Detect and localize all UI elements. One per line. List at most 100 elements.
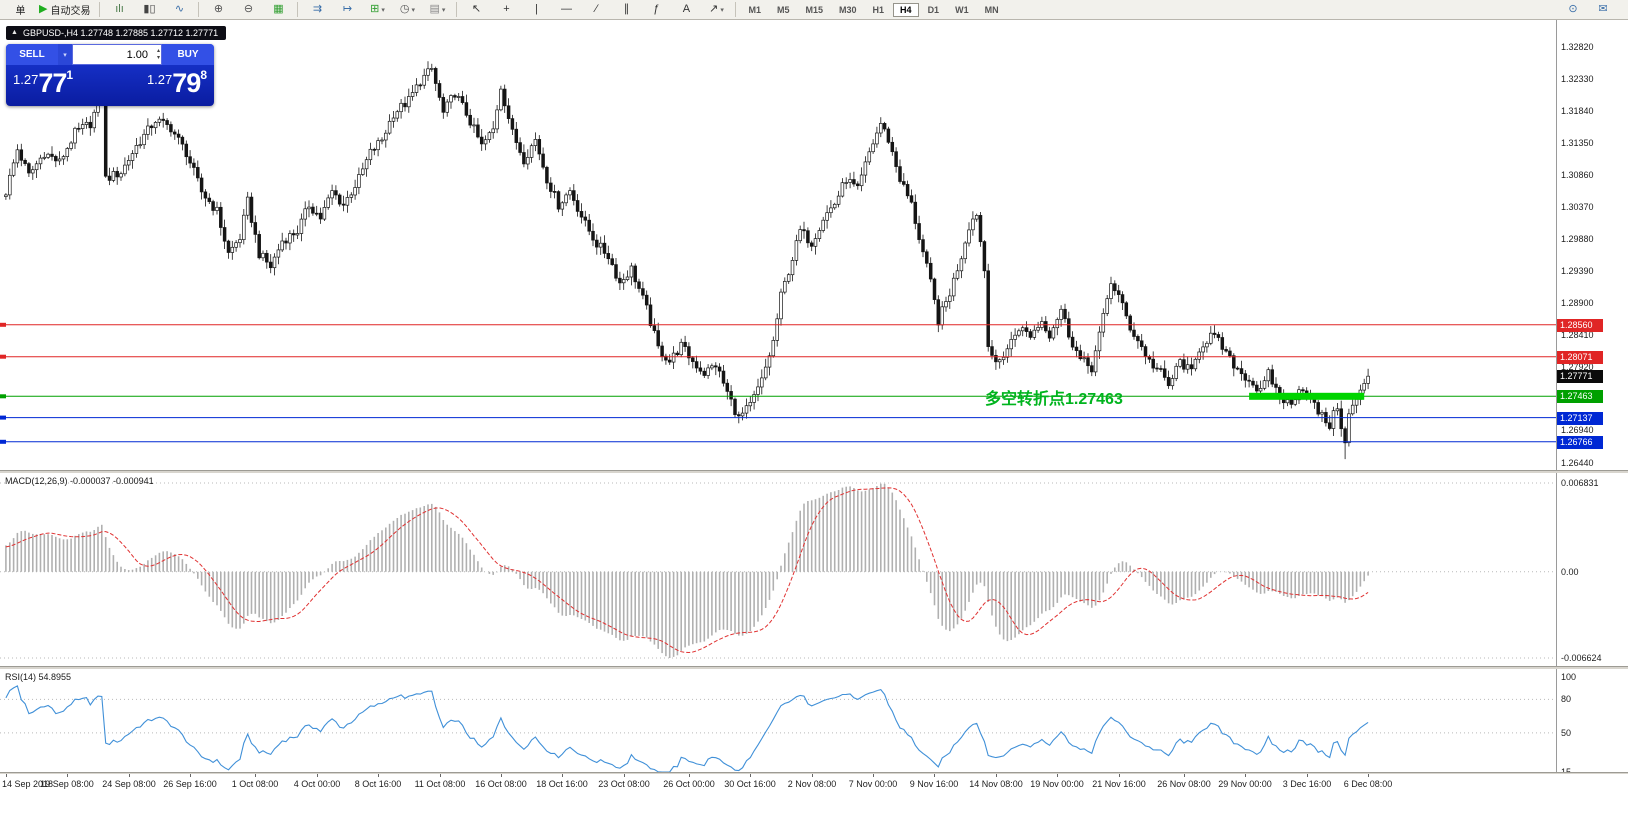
timeframe-m30-button[interactable]: M30 <box>839 4 857 15</box>
chart-title-strip: ▲ GBPUSD-,H4 1.27748 1.27885 1.27712 1.2… <box>6 26 227 40</box>
chat-icon[interactable]: ✉ <box>1598 3 1608 15</box>
one-click-collapse-icon[interactable]: ▲ <box>11 29 18 36</box>
buy-price-big: 79 <box>172 68 201 98</box>
time-axis-label: 30 Oct 16:00 <box>724 779 776 789</box>
timeframe-h1-button[interactable]: H1 <box>872 4 885 15</box>
price-tick: 1.32820 <box>1561 42 1594 52</box>
line-chart-icon[interactable]: ∿ <box>174 3 185 15</box>
chart-shift-icon[interactable]: ↦ <box>342 3 353 15</box>
price-tick: 1.30860 <box>1561 170 1594 180</box>
volume-decrease-button[interactable]: ▾ <box>156 54 160 61</box>
timeframe-mn-button[interactable]: MN <box>984 4 999 15</box>
timeframe-m1-button[interactable]: M1 <box>748 4 761 15</box>
periods-icon[interactable]: ◷ ▾ <box>399 3 416 15</box>
time-axis-tick <box>190 774 191 777</box>
level-price-box: 1.27137 <box>1557 412 1603 425</box>
price-tick: 1.29880 <box>1561 234 1594 244</box>
chart-ohlc-title: GBPUSD-,H4 1.27748 1.27885 1.27712 1.277… <box>22 28 219 38</box>
time-axis-tick <box>689 774 690 777</box>
rsi-chart-canvas[interactable] <box>0 669 1556 772</box>
time-axis-tick <box>67 774 68 777</box>
time-axis-tick <box>812 774 813 777</box>
time-axis-label: 26 Nov 08:00 <box>1157 779 1211 789</box>
timeframe-w1-button[interactable]: W1 <box>955 4 969 15</box>
macd-tick: -0.006624 <box>1561 653 1602 663</box>
time-axis[interactable]: 14 Sep 2018 19 Sep 08:00 24 Sep 08:00 26 Se… <box>0 774 1628 794</box>
order-type-dropdown[interactable]: ▾ <box>58 44 72 65</box>
macd-histogram <box>5 483 1369 658</box>
time-axis-label: 19 Nov 00:00 <box>1030 779 1084 789</box>
time-axis-tick <box>1057 774 1058 777</box>
horizontal-line-icon[interactable]: — <box>560 3 572 15</box>
price-tick: 1.29390 <box>1561 266 1594 276</box>
zoom-out-icon[interactable]: ⊖ <box>243 3 254 15</box>
time-axis-label: 19 Sep 08:00 <box>40 779 94 789</box>
vertical-line-icon[interactable]: | <box>535 3 538 15</box>
time-axis-tick <box>873 774 874 777</box>
rsi-tick: 80 <box>1561 694 1572 704</box>
macd-pane: 0.006831 0.00 -0.006624 MACD(12,26,9) -0.0… <box>0 473 1628 666</box>
level-price-box: 1.26766 <box>1557 436 1603 449</box>
magnifier-icon[interactable]: ⊙ <box>1568 3 1578 15</box>
timeframe-h4-button[interactable]: H4 <box>893 2 919 17</box>
macd-chart-canvas[interactable] <box>0 473 1556 666</box>
time-axis-label: 6 Dec 08:00 <box>1343 779 1393 789</box>
buy-button[interactable]: BUY <box>162 44 214 65</box>
tile-windows-icon[interactable]: ▦ <box>273 3 284 15</box>
timeframe-m15-button[interactable]: M15 <box>805 4 824 15</box>
new-order-button[interactable]: 单 <box>15 6 26 17</box>
pane-divider[interactable] <box>0 470 1628 473</box>
sell-price[interactable]: 1.27771 <box>6 65 110 106</box>
fibonacci-icon[interactable]: ƒ <box>653 3 660 15</box>
timeframe-m5-button[interactable]: M5 <box>776 4 790 15</box>
templates-icon[interactable]: ▤ ▾ <box>429 3 446 15</box>
time-axis-label: 4 Oct 00:00 <box>293 779 341 789</box>
cursor-icon[interactable]: ↖ <box>471 3 482 15</box>
macd-axis[interactable]: 0.006831 0.00 -0.006624 <box>1556 473 1628 666</box>
buy-price[interactable]: 1.27798 <box>110 65 214 106</box>
trendline-icon[interactable]: ∕ <box>595 3 598 15</box>
pane-divider[interactable] <box>0 772 1628 774</box>
macd-tick: 0.00 <box>1561 567 1579 577</box>
macd-label: MACD(12,26,9) -0.000037 -0.000941 <box>5 476 154 486</box>
price-tick: 1.26440 <box>1561 458 1594 468</box>
time-axis-label: 3 Dec 16:00 <box>1282 779 1332 789</box>
volume-input[interactable] <box>73 45 161 65</box>
indicators-icon[interactable]: ⊞ ▾ <box>370 3 385 15</box>
price-tick: 1.28410 <box>1561 330 1594 340</box>
time-axis-tick <box>1245 774 1246 777</box>
time-axis-label: 23 Oct 08:00 <box>598 779 650 789</box>
pane-divider[interactable] <box>0 666 1628 669</box>
candles <box>4 61 1370 460</box>
zoom-in-icon[interactable]: ⊕ <box>213 3 224 15</box>
rsi-axis[interactable]: 100 80 50 15 <box>1556 669 1628 772</box>
channel-icon[interactable]: ∥ <box>623 3 630 15</box>
time-axis-tick <box>317 774 318 777</box>
rsi-tick: 50 <box>1561 728 1572 738</box>
candlestick-chart-icon[interactable]: ▮▯ <box>143 3 156 15</box>
pivot-trend-segment[interactable] <box>1249 392 1365 400</box>
time-axis-tick <box>501 774 502 777</box>
one-click-trading-widget: SELL ▾ ▴ ▾ BUY 1.27771 1.27798 <box>6 44 214 106</box>
bar-chart-icon[interactable]: ılı <box>115 3 124 15</box>
arrows-icon[interactable]: ↗ ▾ <box>709 3 724 15</box>
text-label-icon[interactable]: A <box>682 3 691 15</box>
volume-increase-button[interactable]: ▴ <box>156 47 160 54</box>
buy-price-sup: 8 <box>200 68 207 82</box>
price-tick: 1.30370 <box>1561 202 1594 212</box>
price-chart-canvas[interactable] <box>0 20 1556 470</box>
crosshair-icon[interactable]: + <box>503 3 510 15</box>
sell-button[interactable]: SELL <box>6 44 58 65</box>
autotrade-button[interactable]: ▶ 自动交易 <box>39 3 91 17</box>
time-axis-tick <box>1307 774 1308 777</box>
time-axis-label: 24 Sep 08:00 <box>102 779 156 789</box>
price-axis[interactable]: 1.32820 1.32330 1.31840 1.31350 1.30860 1.303… <box>1556 20 1628 470</box>
price-tick: 1.28900 <box>1561 298 1594 308</box>
auto-scroll-icon[interactable]: ⇉ <box>312 3 323 15</box>
time-axis-tick <box>440 774 441 777</box>
timeframe-d1-button[interactable]: D1 <box>927 4 940 15</box>
pivot-annotation[interactable]: 多空转折点1.27463 <box>985 391 1123 408</box>
rsi-line <box>5 685 1369 772</box>
time-axis-tick <box>255 774 256 777</box>
buy-price-prefix: 1.27 <box>146 72 173 87</box>
